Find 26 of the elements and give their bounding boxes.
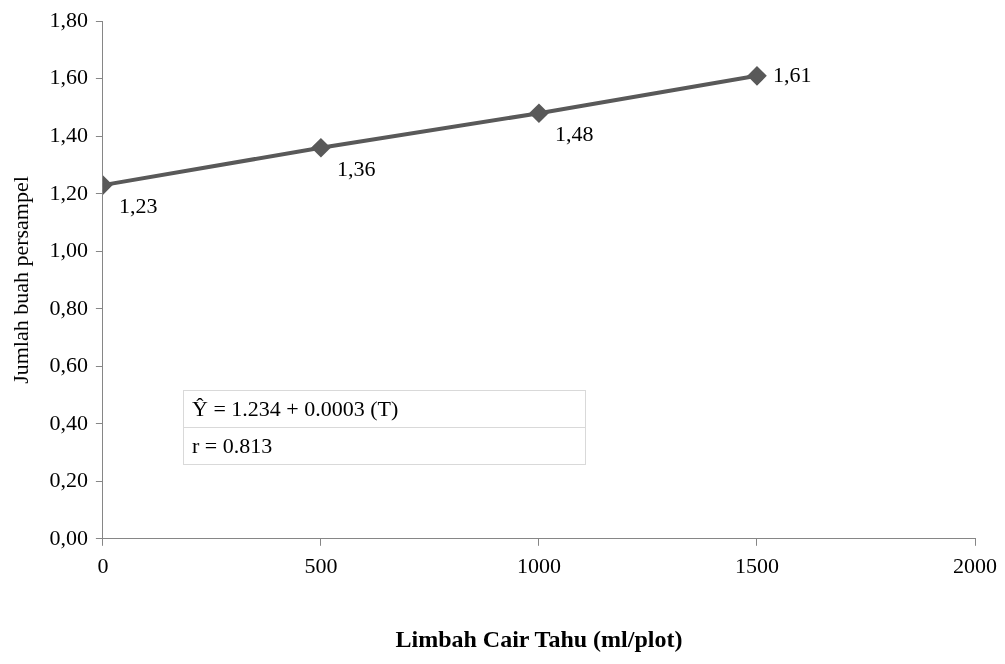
y-tick-label: 1,00 [49, 237, 88, 263]
y-tick-label: 0,60 [49, 352, 88, 378]
annotation: r = 0.813 [183, 427, 586, 465]
data-label: 1,61 [772, 61, 812, 87]
x-tick-label: 1000 [516, 552, 561, 578]
y-tick-label: 1,80 [49, 6, 88, 32]
y-tick-label: 1,60 [49, 64, 88, 90]
y-tick-label: 1,40 [49, 122, 88, 147]
y-tick-label: 1,20 [49, 179, 88, 205]
y-tick-label: 0,00 [49, 524, 88, 550]
data-label: 1,48 [554, 121, 594, 146]
data-label: 1,23 [118, 192, 158, 218]
x-tick-label: 2000 [953, 552, 997, 578]
y-tick-label: 0,20 [49, 467, 88, 493]
x-tick-label: 1500 [734, 552, 779, 578]
x-axis-title: Limbah Cair Tahu (ml/plot) [395, 625, 683, 652]
y-tick-label: 0,40 [49, 409, 88, 435]
data-label: 1,36 [336, 155, 376, 181]
point [529, 104, 548, 123]
annotation: Ŷ = 1.234 + 0.0003 (T) [183, 390, 586, 428]
point [747, 66, 766, 85]
y-tick-label: 0,80 [49, 294, 88, 320]
point [311, 138, 330, 157]
x-tick-label: 0 [97, 552, 109, 578]
x-tick-label: 500 [304, 552, 338, 578]
y-axis-title: Jumlah buah persampel [7, 176, 33, 384]
